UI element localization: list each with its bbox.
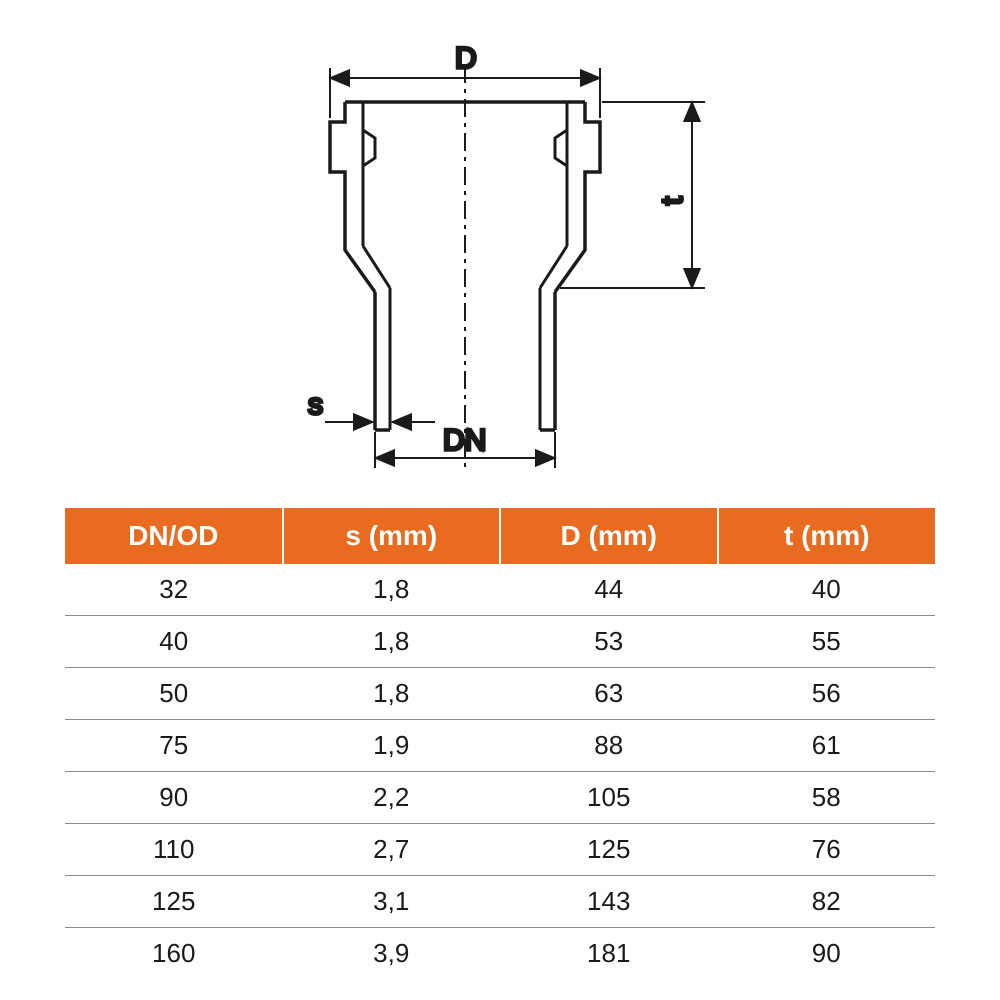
diagram-svg: D t s DN bbox=[230, 30, 770, 480]
table-col-header: D (mm) bbox=[500, 508, 718, 564]
table-cell: 50 bbox=[65, 668, 283, 720]
table-cell: 160 bbox=[65, 928, 283, 980]
dim-label-dn: DN bbox=[443, 424, 486, 457]
pipe-socket-diagram: D t s DN bbox=[230, 30, 770, 480]
table-cell: 40 bbox=[65, 616, 283, 668]
table-cell: 2,2 bbox=[283, 772, 501, 824]
table-row: 1102,712576 bbox=[65, 824, 935, 876]
table-row: 401,85355 bbox=[65, 616, 935, 668]
table-cell: 82 bbox=[718, 876, 936, 928]
table-cell: 53 bbox=[500, 616, 718, 668]
table-row: 321,84440 bbox=[65, 564, 935, 616]
table-cell: 1,9 bbox=[283, 720, 501, 772]
table-cell: 90 bbox=[65, 772, 283, 824]
table-body: 321,84440401,85355501,86356751,98861902,… bbox=[65, 564, 935, 979]
table-header: DN/ODs (mm)D (mm)t (mm) bbox=[65, 508, 935, 564]
table-cell: 143 bbox=[500, 876, 718, 928]
table-cell: 110 bbox=[65, 824, 283, 876]
table-row: 902,210558 bbox=[65, 772, 935, 824]
dim-label-t: t bbox=[656, 196, 689, 205]
table-cell: 61 bbox=[718, 720, 936, 772]
table-cell: 75 bbox=[65, 720, 283, 772]
table-cell: 63 bbox=[500, 668, 718, 720]
dimensions-table-wrap: DN/ODs (mm)D (mm)t (mm) 321,84440401,853… bbox=[65, 508, 935, 979]
table-cell: 3,9 bbox=[283, 928, 501, 980]
dim-label-s: s bbox=[308, 388, 323, 421]
table-col-header: s (mm) bbox=[283, 508, 501, 564]
dim-label-d: D bbox=[455, 42, 477, 75]
table-cell: 32 bbox=[65, 564, 283, 616]
table-cell: 1,8 bbox=[283, 616, 501, 668]
table-cell: 181 bbox=[500, 928, 718, 980]
table-cell: 1,8 bbox=[283, 564, 501, 616]
table-cell: 90 bbox=[718, 928, 936, 980]
table-row: 1253,114382 bbox=[65, 876, 935, 928]
table-cell: 44 bbox=[500, 564, 718, 616]
table-cell: 125 bbox=[65, 876, 283, 928]
table-cell: 56 bbox=[718, 668, 936, 720]
table-row: 1603,918190 bbox=[65, 928, 935, 980]
table-cell: 40 bbox=[718, 564, 936, 616]
table-cell: 3,1 bbox=[283, 876, 501, 928]
table-cell: 76 bbox=[718, 824, 936, 876]
table-cell: 88 bbox=[500, 720, 718, 772]
table-cell: 125 bbox=[500, 824, 718, 876]
table-col-header: t (mm) bbox=[718, 508, 936, 564]
table-cell: 55 bbox=[718, 616, 936, 668]
table-cell: 105 bbox=[500, 772, 718, 824]
table-cell: 58 bbox=[718, 772, 936, 824]
table-row: 501,86356 bbox=[65, 668, 935, 720]
table-row: 751,98861 bbox=[65, 720, 935, 772]
table-col-header: DN/OD bbox=[65, 508, 283, 564]
table-cell: 2,7 bbox=[283, 824, 501, 876]
dimensions-table: DN/ODs (mm)D (mm)t (mm) 321,84440401,853… bbox=[65, 508, 935, 979]
table-cell: 1,8 bbox=[283, 668, 501, 720]
